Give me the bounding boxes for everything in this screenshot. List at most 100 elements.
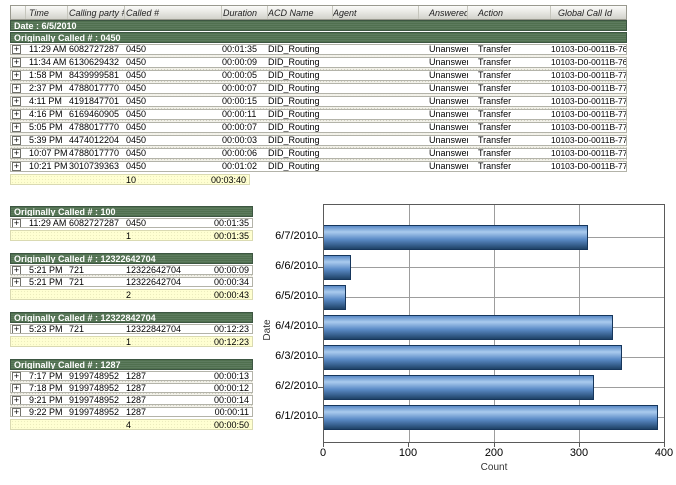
expand-row-button[interactable]: + [12,162,21,171]
expand-row-button[interactable]: + [12,110,21,119]
y-tick-mark [318,237,323,238]
y-tick-label: 6/4/2010 [275,320,318,332]
summary-total-duration: 00:00:43 [213,290,249,299]
global-call-id-cell: 10103-D0-0011B-76F [551,58,626,67]
gridline-horizontal [324,297,664,298]
expand-cell: + [11,219,26,227]
chart-bar [324,285,346,310]
call-group-sections: Originally Called # : 100 +11:29 AM 608272… [10,206,253,442]
expand-cell: + [11,123,26,132]
chart-bar [324,225,588,250]
table-row: +7:17 PM 9199748952 1287 00:00:13 [10,371,253,381]
y-tick-mark [318,357,323,358]
expand-row-button[interactable]: + [12,278,21,286]
table-row: +9:22 PM 9199748952 1287 00:00:11 [10,407,253,417]
agent-cell [333,84,419,93]
expand-row-button[interactable]: + [12,71,21,80]
summary-count: 10 [126,175,137,184]
called-number-cell: 0450 [126,110,147,119]
table-rows: +11:29 AM 6082727287 0450 00:01:35 DID_Routi… [10,44,627,172]
calling-party-cell: 721 [69,325,85,333]
called-number-cell: 1287 [126,384,147,392]
duration-cell: 00:00:12 [213,384,249,392]
x-tick-mark [579,443,580,447]
calling-party-cell: 8439999581 [69,71,120,80]
global-call-id-cell: 10103-D0-0011B-77F [551,162,626,171]
chart-plot-area [323,204,665,443]
duration-cell: 00:00:14 [213,396,249,404]
time-cell: 11:29 AM [29,219,67,227]
acd-name-cell: DID_Routing [268,84,320,93]
acd-name-cell: DID_Routing [268,110,320,119]
acd-name-cell: DID_Routing [268,45,320,54]
call-group-section: Originally Called # : 12322642704 +5:21 P… [10,253,253,300]
calling-party-cell: 4788017770 [69,123,120,132]
called-number-cell: 0450 [126,219,147,227]
chart-category-band [324,342,664,372]
answered-cell: Unanswered [429,110,468,119]
table-row: +5:23 PM 721 12322842704 00:12:23 [10,324,253,334]
expand-cell: + [11,396,26,404]
col-header-agent: Agent [333,6,419,19]
expand-cell: + [11,372,26,380]
expand-cell: + [11,58,26,67]
duration-cell: 00:00:09 [222,58,258,67]
expand-row-button[interactable]: + [12,136,21,145]
global-call-id-cell: 10103-D0-0011B-774 [551,123,626,132]
duration-cell: 00:00:07 [222,123,258,132]
global-call-id-cell: 10103-D0-0011B-778 [551,136,626,145]
acd-name-cell: DID_Routing [268,71,320,80]
answered-cell: Unanswered [429,123,468,132]
expand-row-button[interactable]: + [12,372,21,380]
y-tick-label: 6/6/2010 [275,260,318,272]
expand-cell: + [11,45,26,54]
global-call-id-cell: 10103-D0-0011B-77E [551,149,626,158]
col-header-answered: Answered [419,6,468,19]
expand-row-button[interactable]: + [12,123,21,132]
expand-row-button[interactable]: + [12,384,21,392]
duration-cell: 00:00:15 [222,97,258,106]
y-tick-mark [318,267,323,268]
agent-cell [333,136,419,145]
expand-row-button[interactable]: + [12,408,21,416]
expand-cell: + [11,278,26,286]
calling-party-cell: 6169460905 [69,110,120,119]
duration-cell: 00:00:13 [213,372,249,380]
expand-row-button[interactable]: + [12,84,21,93]
time-cell: 1:58 PM [29,71,63,80]
call-group-section: Originally Called # : 1287 +7:17 PM 919974… [10,359,253,430]
group-header-band: Originally Called # : 100 [10,206,253,217]
expand-row-button[interactable]: + [12,149,21,158]
x-tick-mark [494,443,495,447]
answered-cell: Unanswered [429,45,468,54]
answered-cell: Unanswered [429,71,468,80]
answered-cell: Unanswered [429,58,468,67]
chart-category-band [324,402,664,432]
expand-row-button[interactable]: + [12,396,21,404]
calling-party-cell: 721 [69,278,85,286]
summary-spacer [11,175,125,184]
calling-party-cell: 4474012204 [69,136,120,145]
expand-row-button[interactable]: + [12,266,21,274]
summary-spacer [11,420,125,429]
expand-row-button[interactable]: + [12,58,21,67]
summary-count: 4 [126,420,132,429]
duration-cell: 00:00:11 [222,110,257,119]
summary-spacer [11,337,125,346]
group-summary-row: 10 00:03:40 [10,174,250,185]
agent-cell [333,123,419,132]
expand-row-button[interactable]: + [12,45,21,54]
agent-cell [333,110,419,119]
summary-total-duration: 00:12:23 [213,337,249,346]
calling-party-cell: 4788017770 [69,84,120,93]
expand-row-button[interactable]: + [12,325,21,333]
called-number-cell: 12322642704 [126,278,182,286]
expand-row-button[interactable]: + [12,97,21,106]
y-tick-mark [318,327,323,328]
answered-cell: Unanswered [429,162,468,171]
calling-party-cell: 9199748952 [69,384,120,392]
expand-row-button[interactable]: + [12,219,21,227]
table-header-row: Time Calling party # Called # Duration A… [10,5,627,20]
y-tick-label: 6/3/2010 [275,350,318,362]
call-group-section: Originally Called # : 12322842704 +5:23 P… [10,312,253,347]
